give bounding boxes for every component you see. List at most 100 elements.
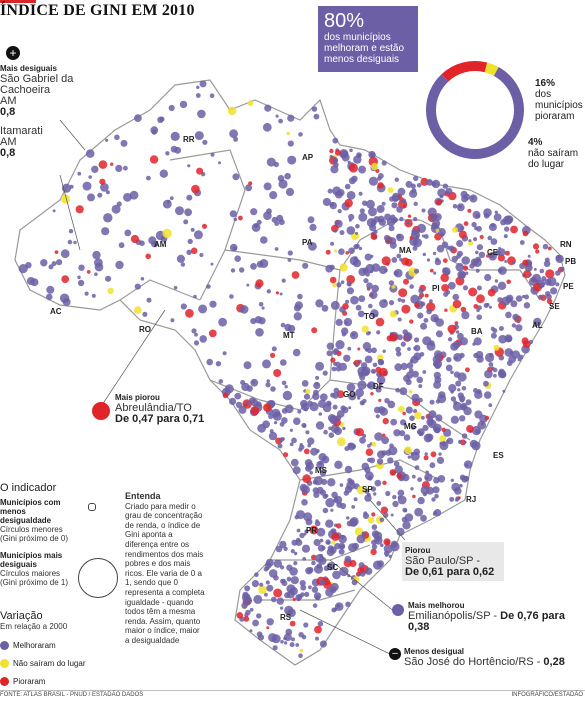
- municipality-dot: [142, 311, 148, 317]
- municipality-dot: [515, 324, 523, 332]
- municipality-dot: [498, 246, 501, 250]
- municipality-dot: [494, 279, 499, 283]
- municipality-dot: [355, 224, 360, 229]
- municipality-dot: [550, 287, 558, 295]
- municipality-dot: [376, 330, 381, 335]
- municipality-dot: [332, 186, 342, 196]
- municipality-dot: [371, 512, 376, 517]
- municipality-dot: [249, 397, 256, 404]
- municipality-dot: [199, 252, 204, 258]
- municipality-dot: [438, 452, 442, 456]
- municipality-dot: [413, 201, 418, 206]
- municipality-dot: [265, 580, 270, 585]
- municipality-dot: [429, 462, 436, 469]
- municipality-dot: [339, 483, 344, 487]
- municipality-dot: [314, 564, 323, 574]
- municipality-dot: [91, 293, 96, 298]
- municipality-dot: [390, 540, 398, 548]
- municipality-dot: [348, 163, 358, 173]
- municipality-dot: [296, 528, 301, 533]
- municipality-dot: [272, 645, 278, 651]
- municipality-dot: [289, 642, 295, 648]
- municipality-dot: [383, 538, 391, 546]
- municipality-dot: [145, 253, 151, 260]
- municipality-dot: [48, 264, 54, 270]
- municipality-dot: [348, 406, 352, 410]
- municipality-dot: [366, 199, 375, 209]
- municipality-dot: [275, 114, 279, 118]
- mais-melhorou-header: Mais melhorou: [408, 601, 465, 610]
- municipality-dot: [148, 236, 157, 245]
- municipality-dot: [476, 244, 483, 251]
- municipality-dot: [458, 271, 466, 279]
- municipality-dot: [364, 488, 370, 494]
- mais-desiguais-header: Mais desiguais: [0, 64, 57, 73]
- piorou-name: São Paulo/SP -: [405, 555, 481, 567]
- municipality-dot: [409, 368, 414, 373]
- municipality-dot: [401, 298, 406, 303]
- municipality-dot: [273, 559, 282, 568]
- municipality-dot: [478, 251, 486, 258]
- municipality-dot: [476, 314, 483, 321]
- municipality-dot: [490, 326, 495, 331]
- municipality-dot: [341, 153, 350, 162]
- municipality-dot: [368, 207, 377, 217]
- municipality-dot: [455, 262, 464, 272]
- municipality-dot: [266, 208, 272, 215]
- municipality-dot: [162, 228, 172, 239]
- footer-source: FONTE: ATLAS BRASIL - PNUD / ESTADÃO DAD…: [0, 692, 144, 698]
- municipality-dot: [305, 389, 311, 395]
- municipality-dot: [373, 560, 383, 570]
- municipality-dot: [377, 450, 385, 459]
- municipality-dot: [293, 312, 302, 321]
- entenda-text: Criado para medir o grau de concentração…: [125, 501, 205, 645]
- municipality-dot: [243, 595, 253, 605]
- donut-same-arc: [484, 62, 499, 76]
- municipality-dot: [357, 573, 361, 577]
- municipality-dot: [456, 203, 465, 212]
- municipality-dot: [332, 349, 338, 356]
- municipality-dot: [454, 321, 459, 325]
- municipality-dot: [522, 259, 529, 266]
- municipality-dot: [222, 351, 227, 356]
- municipality-dot: [289, 428, 293, 432]
- municipality-dot: [232, 173, 240, 181]
- municipality-dot: [180, 262, 186, 267]
- municipality-dot: [296, 597, 301, 602]
- municipality-dot: [348, 218, 352, 222]
- municipality-dot: [170, 318, 175, 323]
- municipality-dot: [412, 370, 419, 378]
- municipality-dot: [362, 200, 368, 206]
- municipality-dot: [186, 249, 192, 255]
- municipality-dot: [264, 592, 268, 597]
- municipality-dot: [431, 179, 441, 189]
- state-label-mg: MG: [404, 422, 417, 431]
- municipality-dot: [324, 493, 329, 498]
- municipality-dot: [245, 609, 251, 616]
- municipality-dot: [130, 234, 139, 244]
- municipality-dot: [271, 634, 281, 644]
- mais-melhorou-block: Mais melhorou Emilianópolis/SP - De 0,76…: [408, 600, 585, 633]
- legend-purple-dot: [0, 641, 9, 651]
- municipality-dot: [399, 387, 408, 396]
- municipality-dot: [379, 367, 388, 377]
- municipality-dot: [468, 287, 478, 297]
- municipality-dot: [134, 114, 142, 122]
- municipality-dot: [344, 555, 352, 563]
- municipality-dot: [368, 303, 373, 309]
- municipality-dot: [426, 179, 433, 186]
- municipality-dot: [190, 227, 195, 232]
- municipality-dot: [266, 584, 274, 592]
- municipality-dot: [246, 283, 250, 287]
- municipality-dot: [340, 405, 346, 411]
- municipality-dot: [389, 469, 397, 476]
- municipality-dot: [488, 403, 493, 408]
- municipality-dot: [235, 401, 243, 409]
- municipality-dot: [394, 268, 403, 278]
- municipality-dot: [376, 375, 386, 385]
- municipality-dot: [73, 240, 77, 245]
- municipality-dot: [390, 418, 398, 426]
- municipality-dot: [463, 193, 471, 201]
- municipality-dot: [277, 443, 283, 449]
- municipality-dot: [295, 643, 300, 647]
